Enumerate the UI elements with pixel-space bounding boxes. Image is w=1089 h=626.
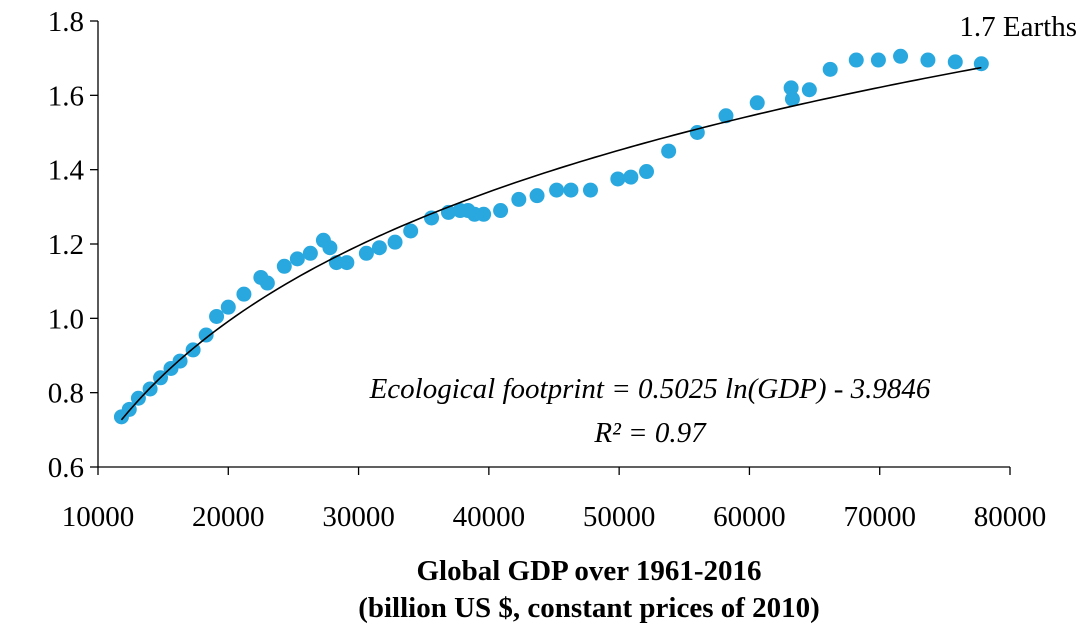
data-point <box>302 245 318 261</box>
data-point <box>493 203 509 219</box>
data-point <box>582 182 598 198</box>
data-point <box>339 255 355 271</box>
x-axis-ticks: 10000 20000 30000 40000 50000 60000 70000 80000 <box>62 467 1047 533</box>
data-point <box>424 210 440 226</box>
data-point <box>893 48 909 64</box>
data-point <box>289 251 305 267</box>
data-point <box>947 54 963 70</box>
data-point <box>276 258 292 274</box>
y-tick-label: 0.6 <box>48 452 84 484</box>
data-point <box>549 182 565 198</box>
data-point <box>920 52 936 68</box>
data-point <box>973 56 989 72</box>
y-tick-label: 1.6 <box>48 80 84 112</box>
data-point <box>529 188 545 204</box>
x-tick-label: 80000 <box>974 501 1047 533</box>
data-point <box>848 52 864 68</box>
regression-equation: Ecological footprint = 0.5025 ln(GDP) - … <box>369 373 931 405</box>
r-squared-label: R² = 0.97 <box>593 417 707 449</box>
x-axis-title-line2: (billion US $, constant prices of 2010) <box>358 592 820 624</box>
x-tick-label: 10000 <box>62 501 135 533</box>
data-point <box>476 206 492 222</box>
data-point <box>610 171 626 187</box>
data-point <box>822 61 838 77</box>
data-point <box>783 80 799 96</box>
x-tick-label: 30000 <box>322 501 395 533</box>
data-points <box>113 48 989 425</box>
data-point <box>130 390 146 406</box>
data-point <box>198 327 214 343</box>
data-point <box>371 240 387 256</box>
data-point <box>236 286 252 302</box>
data-point <box>322 240 338 256</box>
data-point <box>784 91 800 107</box>
data-point <box>801 82 817 98</box>
x-tick-label: 70000 <box>843 501 916 533</box>
x-axis-title-line1: Global GDP over 1961-2016 <box>416 555 761 587</box>
data-point <box>749 95 765 111</box>
data-point <box>623 169 639 185</box>
data-point <box>387 234 403 250</box>
data-point <box>639 164 655 180</box>
data-point <box>220 299 236 315</box>
y-axis-ticks: 0.6 0.8 1.0 1.2 1.4 1.6 1.8 <box>48 6 98 484</box>
x-tick-label: 50000 <box>583 501 656 533</box>
data-point <box>661 143 677 159</box>
data-point <box>403 223 419 239</box>
data-point <box>259 275 275 291</box>
y-tick-label: 1.4 <box>48 155 85 187</box>
x-tick-label: 60000 <box>713 501 786 533</box>
y-tick-label: 1.8 <box>48 6 84 38</box>
y-tick-label: 1.0 <box>48 303 84 335</box>
data-point <box>870 52 886 68</box>
data-point <box>718 108 734 124</box>
data-point <box>563 182 579 198</box>
data-point <box>511 191 527 207</box>
y-tick-label: 1.2 <box>48 229 84 261</box>
x-tick-label: 40000 <box>453 501 526 533</box>
data-point <box>209 308 225 324</box>
callout-label: 1.7 Earths <box>959 11 1077 43</box>
x-tick-label: 20000 <box>192 501 265 533</box>
y-tick-label: 0.8 <box>48 378 84 410</box>
trendline <box>120 66 982 421</box>
data-point <box>358 245 374 261</box>
